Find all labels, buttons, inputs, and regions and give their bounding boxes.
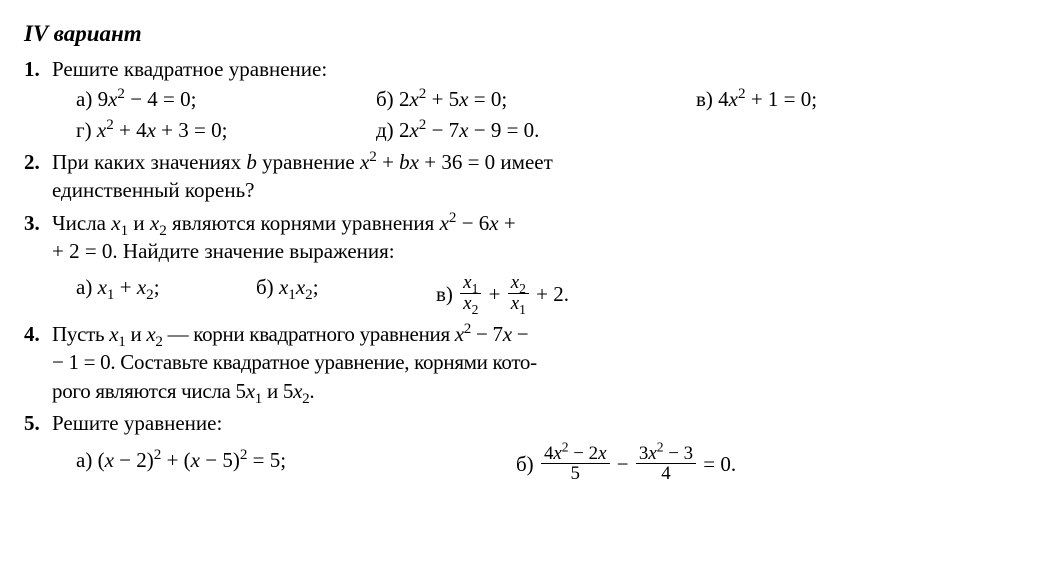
p3-a-label: а) [76,275,92,299]
p5-item-a: а) (x − 2)2 + (x − 5)2 = 5; [76,444,516,485]
problem-3-line1: Числа x1 и x2 являются корнями уравнения… [52,209,1019,237]
p1-d-label: д) [376,118,394,142]
p1-item-v: в) 4x2 + 1 = 0; [696,85,916,113]
p3-item-a: а) x1 + x2; [76,273,256,314]
p5-b-tail: = 0. [703,450,736,478]
variant-title: IV вариант [24,18,1019,49]
problem-5-number: 5. [24,409,52,484]
problem-4-line3: рого являются числа 5x1 и 5x2. [52,377,1019,405]
p5-b-label: б) [516,452,534,476]
p1-g-label: г) [76,118,92,142]
problem-2: 2. При каких значениях b уравнение x2 + … [24,148,1019,205]
problem-3: 3. Числа x1 и x2 являются корнями уравне… [24,209,1019,314]
problem-3-number: 3. [24,209,52,314]
problem-5: 5. Решите уравнение: а) (x − 2)2 + (x − … [24,409,1019,484]
p3-item-v: в) x1x2 + x2x1 + 2. [436,273,696,314]
p3-item-b: б) x1x2; [256,273,436,314]
p1-item-a: а) 9x2 − 4 = 0; [76,85,376,113]
p1-b-label: б) [376,87,394,111]
p5-item-b: б) 4x2 − 2x5 − 3x2 − 34 = 0. [516,444,956,485]
problem-1-text: Решите квадратное уравнение: [52,55,1019,83]
p3-v-tail: + 2. [536,280,569,308]
problem-3-line2: + 2 = 0. Найдите значение выражения: [52,237,1019,265]
problem-5-text: Решите уравнение: [52,409,1019,437]
problem-2-line1: При каких значениях b уравнение x2 + bx … [52,148,1019,176]
p1-item-g: г) x2 + 4x + 3 = 0; [76,116,376,144]
problem-2-line2: единственный корень? [52,176,1019,204]
p1-a-label: а) [76,87,92,111]
p3-v-label: в) [436,282,453,306]
problem-4-number: 4. [24,320,52,405]
p5-a-label: а) [76,448,92,472]
p1-item-b: б) 2x2 + 5x = 0; [376,85,696,113]
p3-b-label: б) [256,275,274,299]
problem-2-number: 2. [24,148,52,205]
problem-1-number: 1. [24,55,52,144]
problem-4-line2: − 1 = 0. Составьте квадратное уравнение,… [52,348,1019,376]
problem-4-line1: Пусть x1 и x2 — корни квадратного уравне… [52,320,1019,348]
problem-1: 1. Решите квадратное уравнение: а) 9x2 −… [24,55,1019,144]
p1-v-label: в) [696,87,713,111]
problem-4: 4. Пусть x1 и x2 — корни квадратного ура… [24,320,1019,405]
p1-item-d: д) 2x2 − 7x − 9 = 0. [376,116,696,144]
